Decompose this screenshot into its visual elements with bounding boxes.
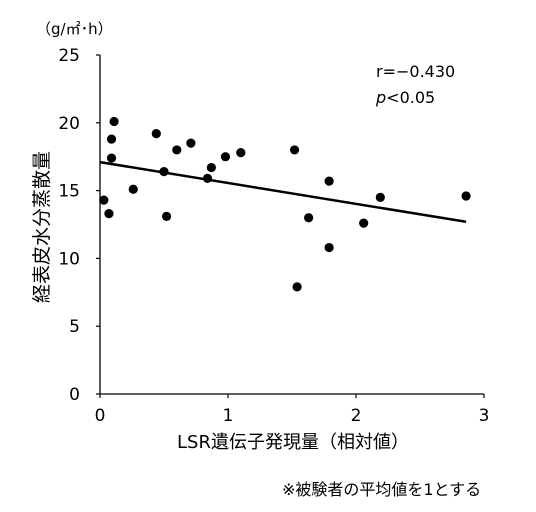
data-point-23 [461,191,471,201]
trend-line [99,160,467,224]
correlation-r: r=−0.430 [376,62,455,81]
data-point-18 [304,213,314,223]
data-point-11 [186,138,196,148]
unit-label: （g/㎡･h） [36,20,113,38]
data-point-4 [106,153,117,163]
data-point-17 [292,282,302,292]
data-point-2 [104,209,114,219]
data-point-10 [172,145,182,155]
y-tick-label: 10 [58,249,80,269]
data-point-8 [159,167,169,177]
data-point-21 [359,218,369,228]
y-tick-label: 5 [69,317,80,337]
footnote: ※被験者の平均値を1とする [282,480,482,499]
data-point-16 [289,145,300,155]
x-tick-label: 3 [479,406,490,426]
data-point-22 [375,192,385,202]
y-tick-label: 0 [69,385,80,405]
data-point-5 [109,116,119,127]
data-point-13 [206,162,216,173]
x-tick-label: 0 [95,406,106,426]
p-rest: <0.05 [386,88,435,107]
data-point-9 [161,211,172,221]
p-italic: p [375,88,386,107]
y-tick-label: 15 [58,182,80,202]
p-value: p<0.05 [375,88,435,107]
data-point-20 [324,242,334,253]
data-point-7 [151,129,161,139]
data-point-12 [202,173,213,183]
x-tick-label: 1 [223,406,234,426]
y-tick-label: 25 [58,46,80,66]
x-axis-label: LSR遺伝子発現量（相対値） [177,432,409,453]
data-point-1 [99,195,109,205]
data-point-19 [324,176,334,186]
data-point-6 [128,184,138,194]
y-axis-label: 経表皮水分蒸散量 [31,151,53,303]
data-point-3 [106,134,117,144]
x-tick-label: 2 [351,406,362,426]
data-point-14 [220,152,231,162]
y-tick-label: 20 [58,114,80,134]
data-point-15 [236,148,246,158]
